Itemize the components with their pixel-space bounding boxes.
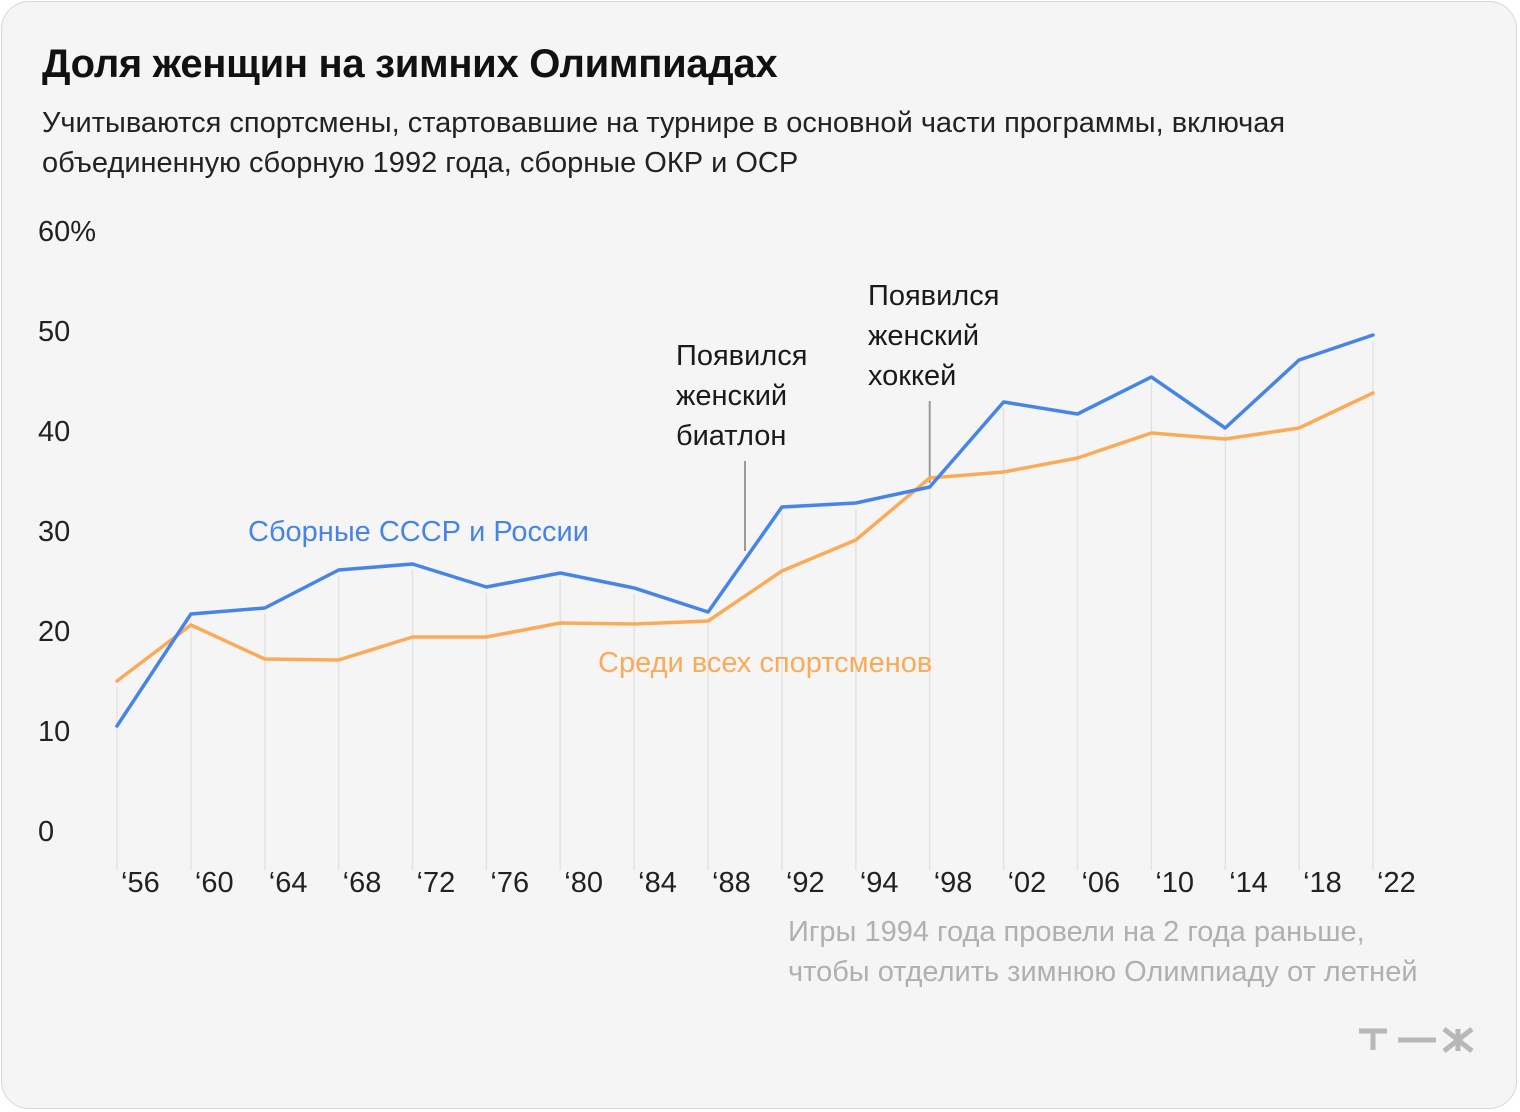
- series-label-all-athletes: Среди всех спортсменов: [598, 647, 932, 679]
- y-tick-label: 20: [38, 616, 70, 648]
- x-tick-label: ‘68: [343, 867, 382, 899]
- y-tick-label: 10: [38, 716, 70, 748]
- series-label-russia: Сборные СССР и России: [248, 516, 589, 548]
- series-labels: Сборные СССР и России Среди всех спортсм…: [248, 516, 932, 679]
- vertical-gridlines: [116, 341, 1374, 870]
- x-tick-label: ‘56: [121, 867, 160, 899]
- x-tick-label: ‘72: [417, 867, 456, 899]
- x-tick-label: ‘10: [1155, 867, 1194, 899]
- footnote-line-2: чтобы отделить зимнюю Олимпиаду от летне…: [788, 956, 1418, 988]
- tzh-logo: [1356, 1026, 1480, 1059]
- x-tick-label: ‘84: [638, 867, 677, 899]
- x-tick-label: ‘06: [1081, 867, 1120, 899]
- annotation-text: женский: [868, 320, 979, 352]
- x-tick-label: ‘14: [1229, 867, 1268, 899]
- y-tick-label: 40: [38, 416, 70, 448]
- y-tick-label: 30: [38, 516, 70, 548]
- chart-subtitle: Учитываются спортсмены, стартовавшие на …: [42, 107, 1286, 179]
- x-axis-ticks: ‘56 ‘60 ‘64 ‘68 ‘72 ‘76 ‘80 ‘84 ‘88 ‘92 ‘94 ‘98 ‘02 ‘…: [121, 867, 1416, 899]
- x-tick-label: ‘18: [1303, 867, 1342, 899]
- annotation-text: Появился: [676, 340, 807, 372]
- series-line-all-athletes: [115, 391, 1375, 683]
- tzh-logo-icon: [1359, 1027, 1474, 1053]
- y-tick-label: 50: [38, 316, 70, 348]
- x-tick-label: ‘76: [490, 867, 529, 899]
- x-tick-label: ‘80: [564, 867, 603, 899]
- y-tick-label: 60%: [38, 216, 96, 248]
- annotation-text: Появился: [868, 280, 999, 312]
- x-tick-label: ‘88: [712, 867, 751, 899]
- footnote-line-1: Игры 1994 года провели на 2 года раньше,: [788, 916, 1365, 948]
- x-tick-label: ‘22: [1377, 867, 1416, 899]
- y-axis-ticks: 0 10 20 30 40 50 60%: [38, 216, 96, 848]
- annotation-text: хоккей: [868, 360, 956, 392]
- x-tick-label: ‘64: [269, 867, 308, 899]
- x-tick-label: ‘92: [786, 867, 825, 899]
- x-tick-label: ‘98: [934, 867, 973, 899]
- annotation-text: биатлон: [676, 420, 786, 452]
- annotations: Появился женский биатлон Появился женский хок…: [676, 280, 999, 551]
- x-tick-label: ‘02: [1008, 867, 1047, 899]
- series-lines: [115, 333, 1375, 728]
- x-tick-label: ‘60: [195, 867, 234, 899]
- x-tick-label: ‘94: [860, 867, 899, 899]
- chart-title: Доля женщин на зимних Олимпиадах: [42, 42, 778, 86]
- annotation-text: женский: [676, 380, 787, 412]
- series-line-russia: [115, 333, 1375, 728]
- y-tick-label: 0: [38, 816, 54, 848]
- footnote: Игры 1994 года провели на 2 года раньше,…: [788, 912, 1418, 992]
